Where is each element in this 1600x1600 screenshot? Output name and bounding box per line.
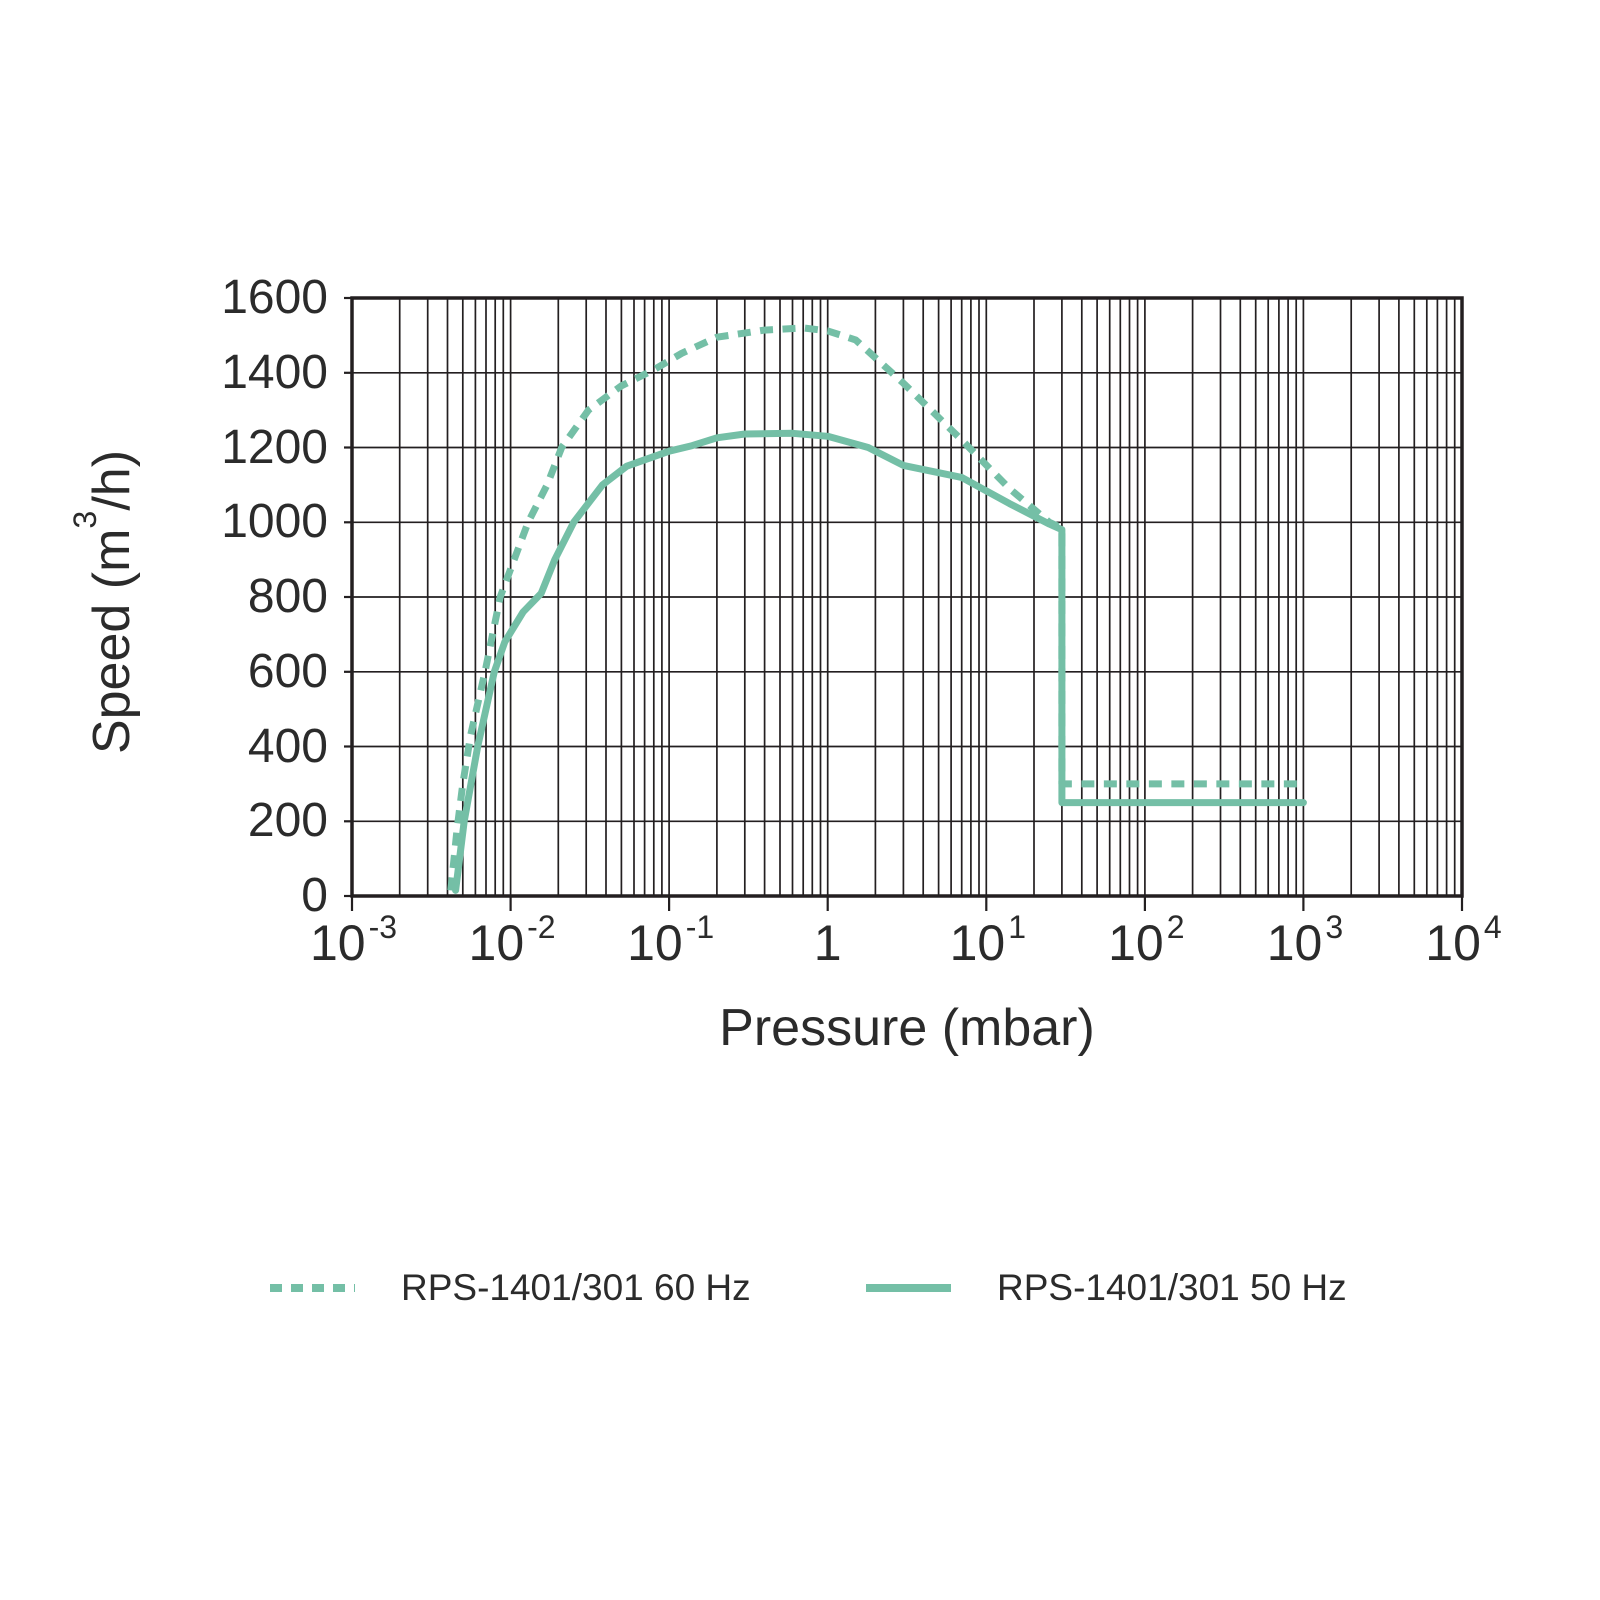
x-tick-label: 101	[949, 909, 1026, 971]
x-tick-label: 103	[1266, 909, 1344, 971]
y-tick-label: 600	[247, 644, 328, 698]
solid-line-swatch	[866, 1284, 951, 1292]
x-tick-label: 10-2	[468, 909, 556, 971]
legend-item-50hz: RPS-1401/301 50 Hz	[866, 1262, 1347, 1314]
x-tick-label: 10-1	[627, 909, 715, 971]
x-tick-label: 10-3	[309, 909, 398, 971]
y-tick-label: 800	[247, 570, 328, 623]
y-tick-label: 200	[247, 794, 328, 848]
y-tick-label: 1000	[221, 495, 328, 549]
y-tick-label: 400	[247, 719, 328, 773]
y-tick-label: 1600	[221, 271, 328, 324]
y-axis-title-sup: 3	[67, 510, 104, 529]
legend-label: RPS-1401/301 50 Hz	[997, 1267, 1347, 1308]
series-curve-60hz	[447, 324, 1304, 891]
y-tick-label: 1400	[221, 345, 328, 399]
x-tick-label: 104	[1425, 909, 1502, 971]
legend-item-60hz: RPS-1401/301 60 Hz	[270, 1262, 751, 1314]
x-tick-label: 1	[813, 915, 842, 971]
y-tick-label: 1200	[221, 420, 328, 474]
series-curve-50hz	[452, 429, 1307, 894]
x-axis-title: Pressure (mbar)	[719, 999, 1095, 1057]
legend-label: RPS-1401/301 60 Hz	[401, 1267, 751, 1308]
dashed-line-swatch	[270, 1284, 355, 1292]
y-tick-label: 0	[301, 869, 328, 922]
x-tick-label: 102	[1108, 909, 1185, 971]
plot-border	[350, 296, 1464, 898]
